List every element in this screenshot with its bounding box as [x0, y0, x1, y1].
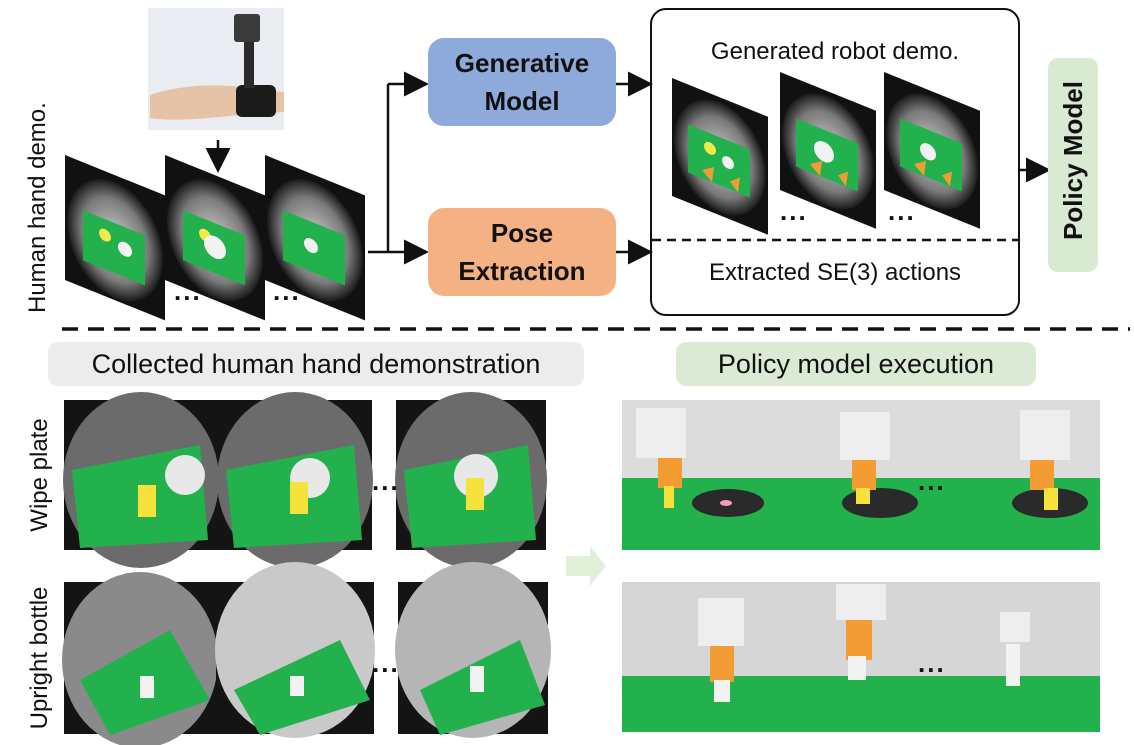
- generative-model-box: Generative Model: [428, 38, 616, 126]
- collected-demo-label: Collected human hand demonstration: [48, 342, 584, 386]
- generated-robot-demo-label: Generated robot demo.: [710, 38, 960, 65]
- generated-robot-frames: [672, 72, 980, 235]
- policy-model-label: Policy Model: [1058, 81, 1088, 240]
- execution-ellipsis-2: ...: [918, 648, 946, 678]
- robot-demo-ellipsis-2: ...: [888, 196, 916, 226]
- hand-demo-ellipsis-2: ...: [273, 276, 301, 306]
- extracted-actions-label: Extracted SE(3) actions: [708, 259, 962, 286]
- human-hand-demo-label: Human hand demo.: [24, 102, 51, 313]
- policy-execution-label: Policy model execution: [676, 342, 1036, 386]
- policy-model-box: [1048, 58, 1098, 272]
- collected-ellipsis-2: ...: [372, 648, 400, 678]
- wrist-camera-photo: [148, 8, 284, 130]
- generative-model-label: Generative Model: [454, 48, 590, 116]
- hand-demo-ellipsis-1: ...: [174, 276, 202, 306]
- pose-extraction-box: Pose Extraction: [428, 208, 616, 296]
- output-frame: [650, 8, 1020, 316]
- hint-arrow: [566, 546, 606, 586]
- row-label-upright-bottle: Upright bottle: [26, 586, 53, 730]
- robot-demo-ellipsis-1: ...: [780, 196, 808, 226]
- hand-demo-frames: [65, 155, 365, 321]
- collected-images: [62, 392, 551, 745]
- execution-ellipsis-1: ...: [918, 466, 946, 496]
- collected-ellipsis-1: ...: [372, 466, 400, 496]
- row-label-wipe-plate: Wipe plate: [26, 418, 53, 532]
- execution-images: [622, 400, 1100, 732]
- pose-extraction-label: Pose Extraction: [458, 218, 586, 286]
